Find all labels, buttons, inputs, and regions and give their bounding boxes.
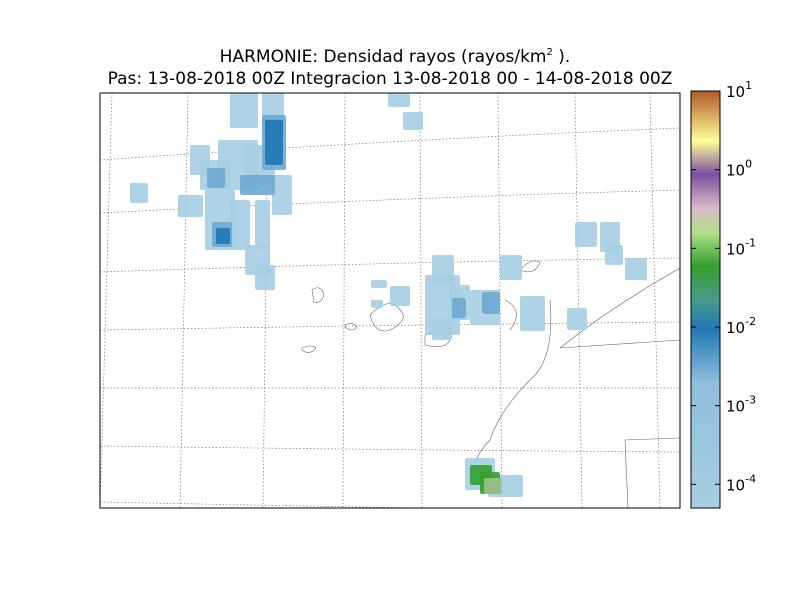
colorbar-tick-label: 10-1 (726, 236, 756, 258)
density-cell (452, 298, 466, 318)
tick-exp: 0 (745, 158, 752, 171)
density-cell (484, 478, 502, 494)
tick-base: 10 (726, 398, 745, 416)
tick-base: 10 (726, 240, 745, 258)
density-cell (178, 195, 203, 217)
density-cell (255, 200, 270, 250)
tick-exp: -4 (745, 472, 756, 485)
density-cell (130, 183, 148, 203)
title-text: HARMONIE: Densidad rayos (rayos/km (220, 47, 547, 67)
density-cell (265, 120, 283, 165)
density-cell (605, 245, 623, 265)
density-cell (371, 300, 383, 308)
density-cell (255, 265, 275, 290)
colorbar-tick-label: 10-2 (726, 315, 756, 337)
tick-base: 10 (726, 83, 745, 101)
density-cell (230, 93, 258, 128)
density-cell (500, 255, 522, 280)
density-cell (625, 258, 647, 280)
density-cell (230, 200, 250, 250)
density-cell (371, 280, 387, 288)
tick-base: 10 (726, 162, 745, 180)
title-line-2: Pas: 13-08-2018 00Z Integracion 13-08-20… (108, 69, 673, 89)
map-frame (99, 92, 681, 509)
density-cell (482, 292, 500, 314)
colorbar-tick-label: 10-3 (726, 394, 756, 416)
density-cell (240, 175, 275, 195)
density-cell (575, 222, 597, 247)
tick-exp: -1 (745, 236, 756, 249)
density-cell (403, 112, 423, 130)
title-line-1: HARMONIE: Densidad rayos (rayos/km2 ). (220, 47, 571, 67)
lightning-density (130, 93, 647, 497)
density-cell (216, 228, 230, 244)
density-cell (207, 168, 225, 188)
tick-exp: -2 (745, 315, 756, 328)
title-sup: 2 (546, 47, 552, 58)
tick-exp: -3 (745, 394, 756, 407)
map-area (100, 93, 680, 508)
colorbar-tick-label: 100 (726, 158, 752, 180)
colorbar-tick-label: 101 (726, 79, 752, 101)
tick-base: 10 (726, 476, 745, 494)
coastline (301, 260, 680, 508)
colorbar-tick-label: 10-4 (726, 472, 756, 494)
colorbar (690, 90, 721, 509)
density-cell (600, 222, 620, 252)
density-cell (520, 296, 545, 331)
tick-exp: 1 (745, 79, 752, 92)
density-cell (567, 308, 587, 330)
density-cell (388, 93, 410, 107)
density-cell (272, 175, 292, 215)
graticule-lat (100, 127, 680, 508)
tick-base: 10 (726, 319, 745, 337)
title-end: ). (553, 47, 570, 67)
density-cell (432, 318, 452, 340)
density-cell (390, 286, 410, 306)
